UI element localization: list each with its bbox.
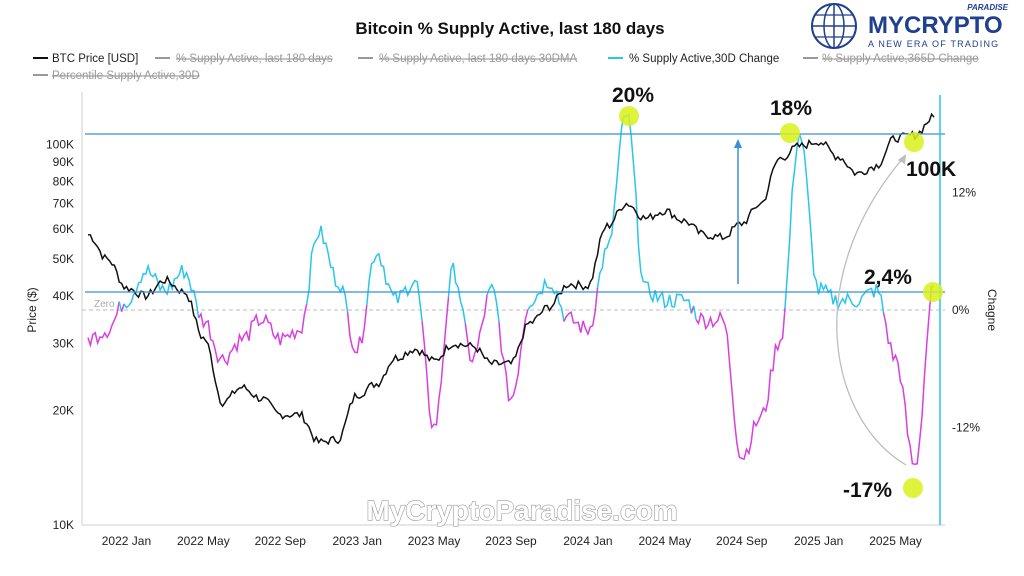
arrow-up-icon — [734, 139, 742, 284]
y-left-tick-label: 80K — [53, 174, 74, 188]
change-series-positive — [123, 263, 200, 319]
change-series — [87, 113, 935, 465]
curved-arrow-head-icon — [898, 154, 906, 164]
change-series-positive — [784, 133, 885, 314]
y-left-tick-label: 90K — [53, 155, 74, 169]
y-left-tick-label: 100K — [46, 138, 74, 152]
legend-item-365d-change: % Supply Active,365D Change — [822, 53, 979, 65]
annotation-100k: 100K — [906, 158, 956, 181]
price-series-line — [87, 112, 935, 446]
x-tick-label: 2023 May — [408, 534, 461, 548]
change-series-negative — [421, 297, 450, 430]
y-right-tick-label: 0% — [952, 303, 970, 317]
y-left-tick-label: 40K — [53, 289, 74, 303]
x-tick-label: 2023 Jan — [332, 534, 381, 548]
y-right-tick-label: 12% — [952, 186, 976, 200]
change-series-negative — [197, 303, 308, 367]
logo-tag: PARADISE — [967, 3, 1008, 12]
legend-item-supply-180-30dma: % Supply Active, last 180 days 30DMA — [379, 53, 577, 65]
highlight-marker-18 — [780, 123, 800, 143]
change-series-negative — [120, 303, 125, 312]
change-series-positive — [486, 282, 500, 323]
highlight-marker-100k — [904, 132, 924, 152]
x-tick-label: 2024 Jan — [563, 534, 612, 548]
x-tick-label: 2023 Sep — [485, 534, 537, 548]
change-series-positive — [447, 262, 467, 324]
change-series-negative — [695, 307, 786, 461]
x-tick-label: 2022 May — [177, 534, 230, 548]
y-left-tick-label: 70K — [53, 197, 74, 211]
change-series-positive — [596, 113, 693, 314]
annotation-neg17: -17% — [843, 479, 892, 502]
change-series-negative — [563, 287, 599, 337]
y-left-tick-label: 10K — [53, 518, 74, 532]
change-series-negative — [498, 309, 529, 403]
x-ticks: 2022 Jan 2022 May 2022 Sep 2023 Jan 2023 May… — [102, 534, 922, 548]
x-tick-label: 2025 Jan — [794, 534, 843, 548]
y-left-tick-label: 50K — [53, 252, 74, 266]
y-axis-left-label: Price ($) — [25, 287, 39, 332]
annotation-20: 20% — [612, 84, 654, 107]
y-left-ticks: 100K 90K 80K 70K 60K 50K 40K 30K 20K 10K — [46, 138, 74, 532]
highlight-marker-neg17 — [903, 478, 923, 498]
legend-item-30d-change: % Supply Active,30D Change — [629, 53, 779, 65]
logo-tagline: A NEW ERA OF TRADING — [868, 39, 999, 49]
change-series-positive — [118, 301, 123, 312]
legend-item-supply-180: % Supply Active, last 180 days — [176, 53, 333, 65]
y-left-tick-label: 30K — [53, 336, 74, 350]
highlight-marker-2-4 — [923, 282, 943, 302]
y-left-tick-label: 60K — [53, 222, 74, 236]
legend: BTC Price [USD] % Supply Active, last 18… — [33, 53, 979, 82]
legend-item-percentile: Percentile Supply Active,30D — [52, 70, 200, 82]
zero-label: Zero — [94, 299, 115, 310]
y-right-tick-label: -12% — [952, 420, 980, 434]
watermark: MyCryptoParadise.com — [366, 495, 677, 526]
annotation-18: 18% — [770, 97, 812, 120]
x-tick-label: 2024 Sep — [716, 534, 768, 548]
change-series-positive — [366, 252, 423, 322]
highlight-marker-20 — [619, 106, 639, 126]
change-series-negative — [464, 294, 488, 363]
change-series-negative — [882, 285, 933, 465]
legend-item-btc-price: BTC Price [USD] — [52, 53, 138, 65]
x-tick-label: 2024 May — [638, 534, 691, 548]
change-series-positive — [527, 277, 565, 322]
y-axis-right-label: Chagne — [985, 289, 999, 331]
logo-name: MYCRYPTO — [868, 12, 1003, 39]
x-tick-label: 2022 Jan — [102, 534, 151, 548]
change-series-negative — [346, 304, 368, 354]
y-right-ticks: 12% 0% -12% — [952, 186, 980, 435]
change-series-positive — [692, 305, 697, 320]
x-tick-label: 2022 Sep — [255, 534, 307, 548]
x-tick-label: 2025 May — [869, 534, 922, 548]
globe-icon — [811, 3, 857, 49]
y-left-tick-label: 20K — [53, 403, 74, 417]
change-series-positive — [305, 225, 349, 313]
change-series-negative — [87, 301, 120, 349]
chart-title: Bitcoin % Supply Active, last 180 days — [355, 19, 664, 38]
annotation-2-4: 2,4% — [864, 266, 912, 289]
curved-arrow-icon — [836, 157, 907, 466]
brand-logo: MYCRYPTO PARADISE A NEW ERA OF TRADING — [811, 3, 1009, 49]
